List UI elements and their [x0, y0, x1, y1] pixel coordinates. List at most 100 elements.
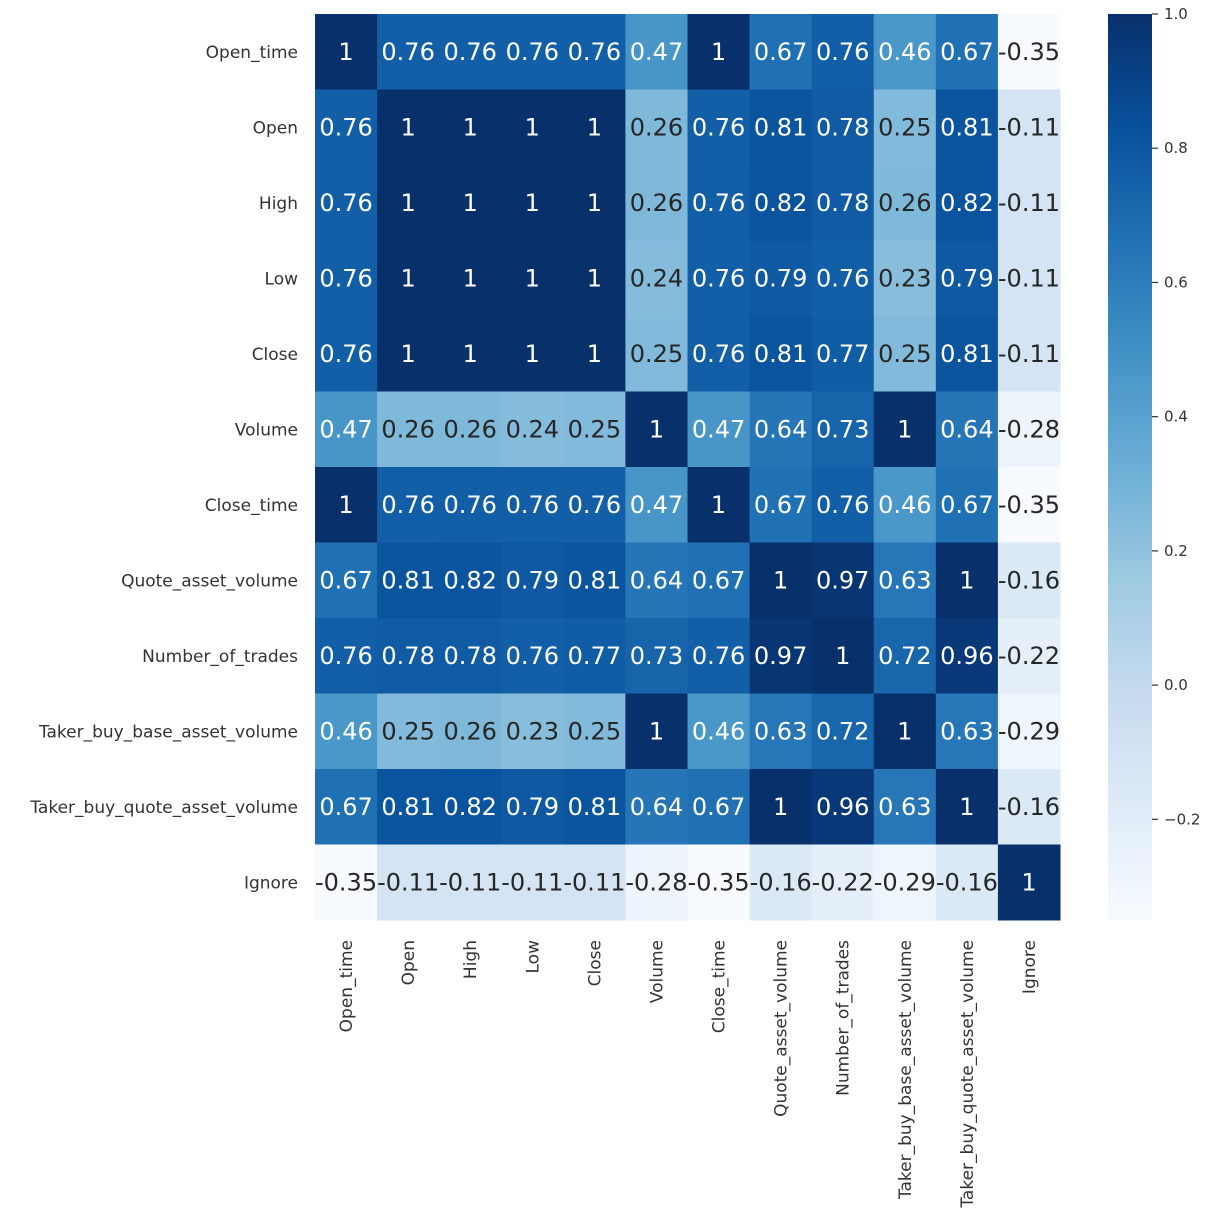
cell-value-label: 0.23 [878, 264, 931, 292]
cell-value-label: 0.81 [754, 113, 807, 141]
row-label: Low [265, 269, 299, 289]
cell-value-label: 0.67 [940, 491, 993, 519]
heatmap-cell [997, 391, 1061, 468]
heatmap-cell [625, 693, 688, 770]
cell-value-label: -0.35 [687, 868, 749, 896]
heatmap-cell [935, 542, 999, 619]
heatmap-cell [811, 165, 875, 241]
heatmap-cell [749, 14, 813, 90]
heatmap-cell [563, 618, 626, 694]
cell-value-label: 0.76 [506, 38, 559, 66]
cell-value-label: 0.76 [816, 264, 869, 292]
heatmap-cell [873, 391, 937, 468]
heatmap-cell [439, 844, 502, 921]
cell-value-label: -0.35 [998, 491, 1060, 519]
heatmap-cell [377, 769, 440, 845]
heatmap-cell [439, 165, 502, 241]
cell-value-label: 1 [959, 793, 974, 821]
colorbar-tick-label: 0.8 [1164, 139, 1188, 157]
heatmap-cell [439, 467, 502, 543]
cell-value-label: 0.76 [506, 642, 559, 670]
cell-value-label: 1 [463, 340, 478, 368]
cell-value-label: -0.29 [874, 868, 936, 896]
heatmap-cell [625, 467, 688, 543]
heatmap-cell [315, 240, 378, 317]
cell-value-label: 0.76 [381, 491, 434, 519]
colorbar [1108, 14, 1152, 920]
cell-value-label: 0.26 [630, 113, 683, 141]
cell-value-label: 0.76 [816, 491, 869, 519]
heatmap-cell [811, 89, 875, 166]
heatmap-cell [935, 89, 999, 166]
row-labels: Open_time Open High Low Close Volume Close_tim… [29, 43, 298, 894]
cell-value-label: 0.78 [816, 113, 869, 141]
heatmap-cell [377, 391, 440, 468]
cell-value-label: 0.67 [940, 38, 993, 66]
row-label: Taker_buy_quote_asset_volume [29, 798, 298, 818]
heatmap-cell [563, 165, 626, 241]
heatmap-cell [873, 769, 937, 845]
cell-value-label: 1 [711, 491, 726, 519]
cell-value-label: 1 [338, 38, 353, 66]
heatmap-cell [749, 542, 813, 619]
cell-value-label: 0.76 [816, 38, 869, 66]
cell-value-label: 1 [1021, 868, 1036, 896]
cell-value-label: 0.25 [381, 717, 434, 745]
heatmap-cell [749, 693, 813, 770]
cell-value-label: 0.79 [940, 264, 993, 292]
cell-value-label: 0.81 [381, 566, 434, 594]
heatmap-cell [873, 14, 937, 90]
cell-value-label: -0.28 [625, 868, 687, 896]
heatmap-cell [997, 89, 1061, 166]
cell-value-label: 0.81 [940, 340, 993, 368]
cell-value-label: 0.47 [319, 415, 372, 443]
heatmap-cell [439, 618, 502, 694]
cell-value-label: 1 [773, 793, 788, 821]
cell-value-label: 0.67 [319, 566, 372, 594]
cell-value-label: 0.76 [692, 189, 745, 217]
heatmap-cell [315, 165, 378, 241]
cell-value-label: -0.35 [998, 38, 1060, 66]
cell-value-label: 0.73 [816, 415, 869, 443]
cell-value-label: 0.67 [754, 38, 807, 66]
heatmap-cell [377, 618, 440, 694]
cell-value-label: 0.81 [568, 793, 621, 821]
colorbar-tick-label: 0.0 [1164, 676, 1188, 694]
heatmap-cell [315, 467, 378, 543]
heatmap-cell [563, 467, 626, 543]
row-label: Taker_buy_base_asset_volume [38, 722, 298, 742]
cell-value-label: 0.67 [692, 566, 745, 594]
heatmap-cell [377, 14, 440, 90]
heatmap-cell [997, 240, 1061, 317]
heatmap-cell [501, 14, 564, 90]
column-labels: Open_time Open High Low Close Volume Close_tim… [337, 940, 1040, 1209]
heatmap-cell [377, 542, 440, 619]
heatmap-cell [749, 467, 813, 543]
cell-value-label: -0.16 [936, 868, 998, 896]
cell-value-label: 0.46 [319, 717, 372, 745]
cell-value-label: 0.47 [692, 415, 745, 443]
cell-value-label: 0.76 [319, 642, 372, 670]
cell-value-label: 0.25 [630, 340, 683, 368]
heatmap-cell [749, 844, 813, 921]
cell-value-label: 1 [525, 113, 540, 141]
cell-value-label: 1 [897, 717, 912, 745]
heatmap-cell [811, 316, 875, 392]
heatmap-cell [501, 316, 564, 392]
cell-value-label: 1 [649, 415, 664, 443]
heatmap-cell [935, 14, 999, 90]
heatmap-cell [687, 391, 751, 468]
heatmap-cell [873, 89, 937, 166]
cell-value-label: 1 [587, 264, 602, 292]
cell-value-label: -0.35 [315, 868, 377, 896]
cell-value-label: 0.23 [506, 717, 559, 745]
cell-value-label: 0.76 [381, 38, 434, 66]
heatmap-cell [935, 391, 999, 468]
heatmap-cell [997, 467, 1061, 543]
heatmap-cell [377, 844, 440, 921]
cell-value-label: 0.26 [878, 189, 931, 217]
heatmap-cell [501, 844, 564, 921]
cell-value-label: 1 [400, 340, 415, 368]
cell-value-label: 1 [711, 38, 726, 66]
cell-value-label: 0.64 [630, 793, 683, 821]
